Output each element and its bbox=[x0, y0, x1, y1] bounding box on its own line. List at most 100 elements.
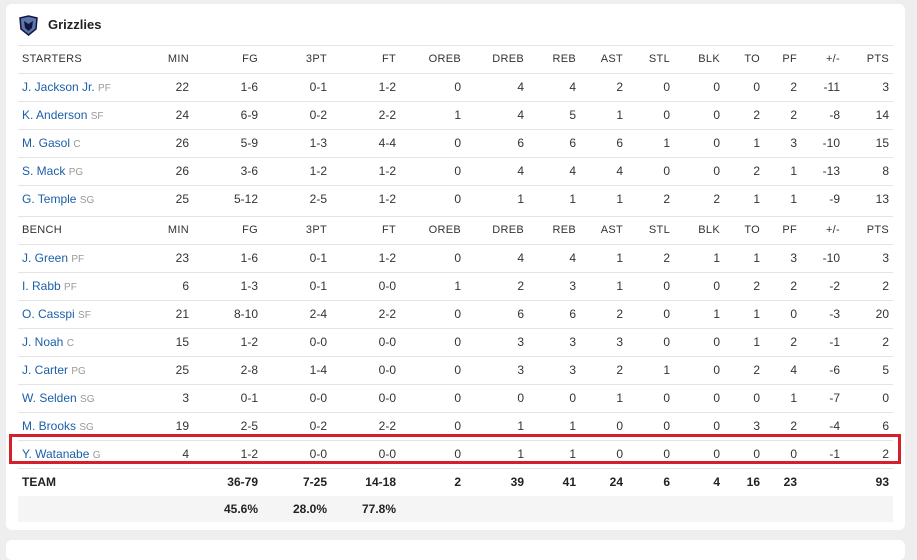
stat-cell: -6 bbox=[829, 363, 840, 377]
stat-cell: 1 bbox=[616, 391, 623, 405]
player-name[interactable]: J. Noah C bbox=[22, 335, 74, 349]
column-header: PTS bbox=[866, 224, 889, 236]
stat-cell: 0 bbox=[790, 307, 797, 321]
row-divider bbox=[18, 216, 893, 217]
stat-cell: 0-1 bbox=[309, 279, 327, 293]
player-name[interactable]: J. Jackson Jr. PF bbox=[22, 80, 111, 94]
stat-cell: 1 bbox=[663, 363, 670, 377]
player-name[interactable]: M. Brooks SG bbox=[22, 419, 94, 433]
stat-cell: 1 bbox=[713, 251, 720, 265]
player-name[interactable]: Y. Watanabe G bbox=[22, 447, 101, 461]
stat-cell: 1-6 bbox=[240, 251, 258, 265]
stat-cell: 1 bbox=[616, 192, 623, 206]
team-title: Grizzlies bbox=[48, 17, 102, 32]
stat-cell: 0 bbox=[663, 391, 670, 405]
stat-cell: 0 bbox=[663, 335, 670, 349]
stat-cell: 4 bbox=[517, 251, 524, 265]
stat-cell: 1 bbox=[753, 192, 760, 206]
stat-cell: 0 bbox=[454, 419, 461, 433]
stat-cell: -13 bbox=[822, 164, 840, 178]
stat-cell: 0-1 bbox=[309, 80, 327, 94]
stat-cell: 1 bbox=[517, 192, 524, 206]
player-name[interactable]: S. Mack PG bbox=[22, 164, 84, 178]
stat-cell: 0 bbox=[454, 335, 461, 349]
stat-cell: 5 bbox=[569, 108, 576, 122]
stat-cell: 2 bbox=[713, 192, 720, 206]
stat-cell: 2 bbox=[616, 363, 623, 377]
stat-cell: 3 bbox=[182, 391, 189, 405]
column-header: REB bbox=[552, 53, 576, 65]
team-stat: 16 bbox=[746, 475, 760, 489]
player-name[interactable]: O. Casspi SF bbox=[22, 307, 91, 321]
stat-cell: 2-5 bbox=[240, 419, 258, 433]
stat-cell: 1 bbox=[569, 419, 576, 433]
stat-cell: 0 bbox=[454, 363, 461, 377]
stat-cell: 3 bbox=[882, 80, 889, 94]
stat-cell: 0 bbox=[882, 391, 889, 405]
stat-cell: -1 bbox=[829, 335, 840, 349]
stat-cell: 0 bbox=[713, 279, 720, 293]
stat-cell: 0 bbox=[517, 391, 524, 405]
player-name[interactable]: M. Gasol C bbox=[22, 136, 81, 150]
stat-cell: 26 bbox=[175, 164, 189, 178]
player-name[interactable]: J. Green PF bbox=[22, 251, 85, 265]
row-divider bbox=[18, 300, 893, 301]
stat-cell: 2 bbox=[882, 279, 889, 293]
row-divider bbox=[18, 356, 893, 357]
stat-cell: 1-3 bbox=[309, 136, 327, 150]
stat-cell: 2 bbox=[753, 279, 760, 293]
player-name[interactable]: K. Anderson SF bbox=[22, 108, 104, 122]
stat-cell: 2 bbox=[790, 335, 797, 349]
stat-cell: 1 bbox=[753, 251, 760, 265]
team-stat: 36-79 bbox=[227, 475, 258, 489]
player-name[interactable]: W. Selden SG bbox=[22, 391, 95, 405]
stat-cell: 3 bbox=[569, 335, 576, 349]
stat-cell: 5-9 bbox=[240, 136, 258, 150]
stat-cell: 0-1 bbox=[240, 391, 258, 405]
stat-cell: 1 bbox=[616, 251, 623, 265]
column-header: AST bbox=[600, 224, 623, 236]
stat-cell: 5-12 bbox=[233, 192, 258, 206]
column-header: BLK bbox=[698, 224, 720, 236]
column-header: PF bbox=[782, 53, 797, 65]
player-name[interactable]: J. Carter PG bbox=[22, 363, 86, 377]
player-name[interactable]: G. Temple SG bbox=[22, 192, 95, 206]
stat-cell: 0 bbox=[713, 108, 720, 122]
stat-cell: -10 bbox=[822, 251, 840, 265]
column-header: REB bbox=[552, 224, 576, 236]
column-header: PF bbox=[782, 224, 797, 236]
stat-cell: 2 bbox=[882, 335, 889, 349]
column-header: 3PT bbox=[305, 224, 327, 236]
row-divider bbox=[18, 101, 893, 102]
box-score-card bbox=[6, 4, 905, 530]
column-header: MIN bbox=[167, 53, 189, 65]
stat-cell: 2 bbox=[517, 279, 524, 293]
stat-cell: 1-2 bbox=[378, 251, 396, 265]
column-header: TO bbox=[744, 53, 760, 65]
stat-cell: 0 bbox=[713, 164, 720, 178]
row-divider bbox=[18, 45, 893, 46]
stat-cell: 1 bbox=[713, 307, 720, 321]
stat-cell: -11 bbox=[823, 80, 840, 94]
stat-cell: -3 bbox=[829, 307, 840, 321]
stat-cell: 0 bbox=[713, 447, 720, 461]
player-position: PF bbox=[98, 83, 111, 94]
page: {"header": {"title": "Grizzlies"}, "colu… bbox=[6, 4, 905, 560]
stat-cell: 1-6 bbox=[240, 80, 258, 94]
stat-cell: 1 bbox=[517, 419, 524, 433]
stat-cell: 1 bbox=[790, 164, 797, 178]
stat-cell: 1 bbox=[753, 307, 760, 321]
stat-cell: 0-0 bbox=[378, 279, 396, 293]
section-label: BENCH bbox=[22, 224, 63, 236]
stat-cell: 24 bbox=[175, 108, 189, 122]
stat-cell: 0-1 bbox=[309, 251, 327, 265]
team-stat: 2 bbox=[454, 475, 461, 489]
stat-cell: 22 bbox=[175, 80, 189, 94]
stat-cell: 0 bbox=[713, 80, 720, 94]
percent-row-bg bbox=[18, 496, 893, 522]
stat-cell: 3 bbox=[790, 136, 797, 150]
player-name[interactable]: I. Rabb PF bbox=[22, 279, 77, 293]
stat-cell: 0 bbox=[713, 419, 720, 433]
stat-cell: 0 bbox=[663, 447, 670, 461]
team-stat: 39 bbox=[510, 475, 524, 489]
